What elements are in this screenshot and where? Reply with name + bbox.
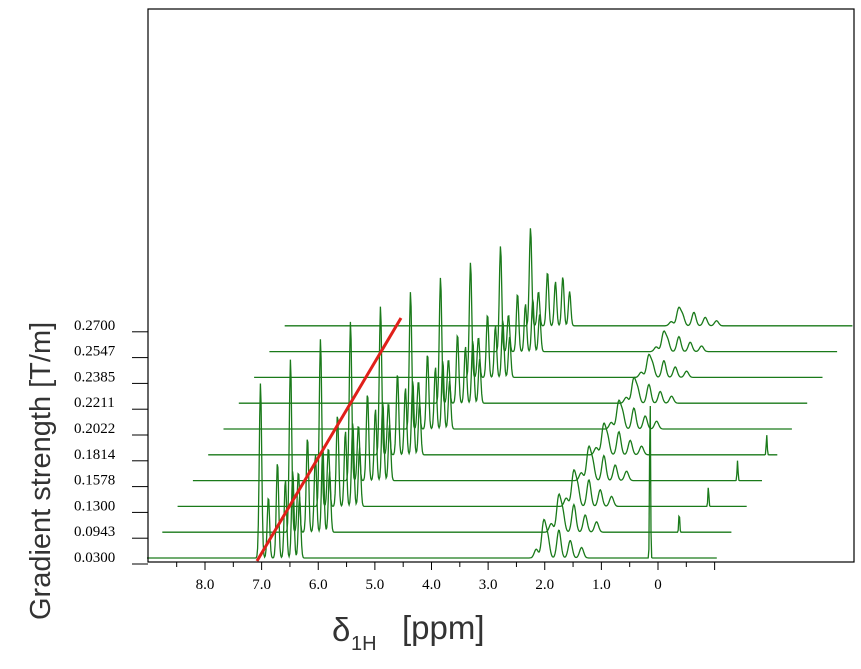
spectrum-trace: [254, 262, 823, 379]
x-tick-label: 5.0: [366, 577, 385, 593]
gradient-strength-label: 0.1814: [74, 447, 116, 463]
spectrum-trace: [238, 277, 808, 404]
gradient-strength-label: 0.2700: [74, 318, 115, 334]
x-tick-label: 1.0: [592, 577, 611, 593]
gradient-strength-label: 0.1300: [74, 498, 115, 514]
gradient-strength-label: 0.2211: [74, 395, 115, 411]
x-tick-label: 0: [654, 577, 662, 593]
x-tick-label: 2.0: [535, 577, 554, 593]
spectra-group: [147, 228, 853, 559]
x-axis-label-subscript: 1H: [351, 633, 377, 655]
gradient-labels: 0.0300 0.0943 0.1300 0.1578 0.1814 0.2022 0.22…: [74, 318, 148, 566]
x-axis-label: δ 1H [ppm]: [332, 609, 485, 655]
gradient-strength-label: 0.1578: [74, 473, 115, 489]
spectrum-trace: [162, 359, 732, 534]
x-tick-label: 4.0: [422, 577, 441, 593]
spectrum-trace: [147, 383, 717, 559]
x-axis: 8.0 7.0 6.0 5.0 4.0 3.0 2.0 1.0 0: [176, 562, 716, 593]
gradient-strength-label: 0.2385: [74, 369, 115, 385]
x-tick-label: 8.0: [196, 577, 215, 593]
spectrum-trace: [177, 339, 747, 508]
x-tick-label: 3.0: [479, 577, 498, 593]
spectrum-trace: [269, 246, 838, 353]
spectrum-trace: [284, 228, 853, 327]
spectrum-trace: [192, 321, 762, 482]
gradient-strength-label: 0.2022: [74, 421, 115, 437]
x-axis-label-symbol: δ: [332, 611, 350, 648]
gradient-strength-label: 0.0943: [74, 524, 115, 540]
gradient-strength-label: 0.2547: [74, 344, 116, 360]
spectrum-trace: [208, 306, 778, 456]
gradient-strength-label: 0.0300: [74, 550, 115, 566]
x-axis-label-unit: [ppm]: [402, 609, 485, 646]
spectrum-trace: [223, 292, 792, 430]
x-tick-label: 7.0: [252, 577, 271, 593]
plot-frame: [147, 8, 855, 563]
y-axis-label: Gradient strength [T/m]: [25, 322, 57, 620]
diffusion-trend-line: [255, 317, 403, 562]
x-tick-label: 6.0: [309, 577, 328, 593]
